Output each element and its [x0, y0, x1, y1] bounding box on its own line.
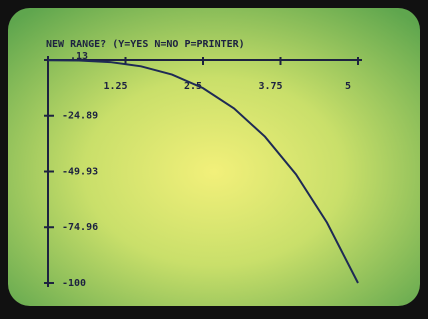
y-tick-label: -100 — [62, 278, 86, 289]
x-tick-label: 5 — [345, 81, 351, 92]
y-tick-label: -49.93 — [62, 166, 98, 177]
y-tick-label: -74.96 — [62, 222, 98, 233]
y-tick-label: -24.89 — [62, 111, 98, 122]
x-tick-label: 1.25 — [103, 81, 127, 92]
x-tick-label: 3.75 — [258, 81, 282, 92]
chart: NEW RANGE? (Y=YES N=NO P=PRINTER) .13-24… — [0, 0, 428, 319]
chart-title: NEW RANGE? (Y=YES N=NO P=PRINTER) — [46, 39, 245, 50]
